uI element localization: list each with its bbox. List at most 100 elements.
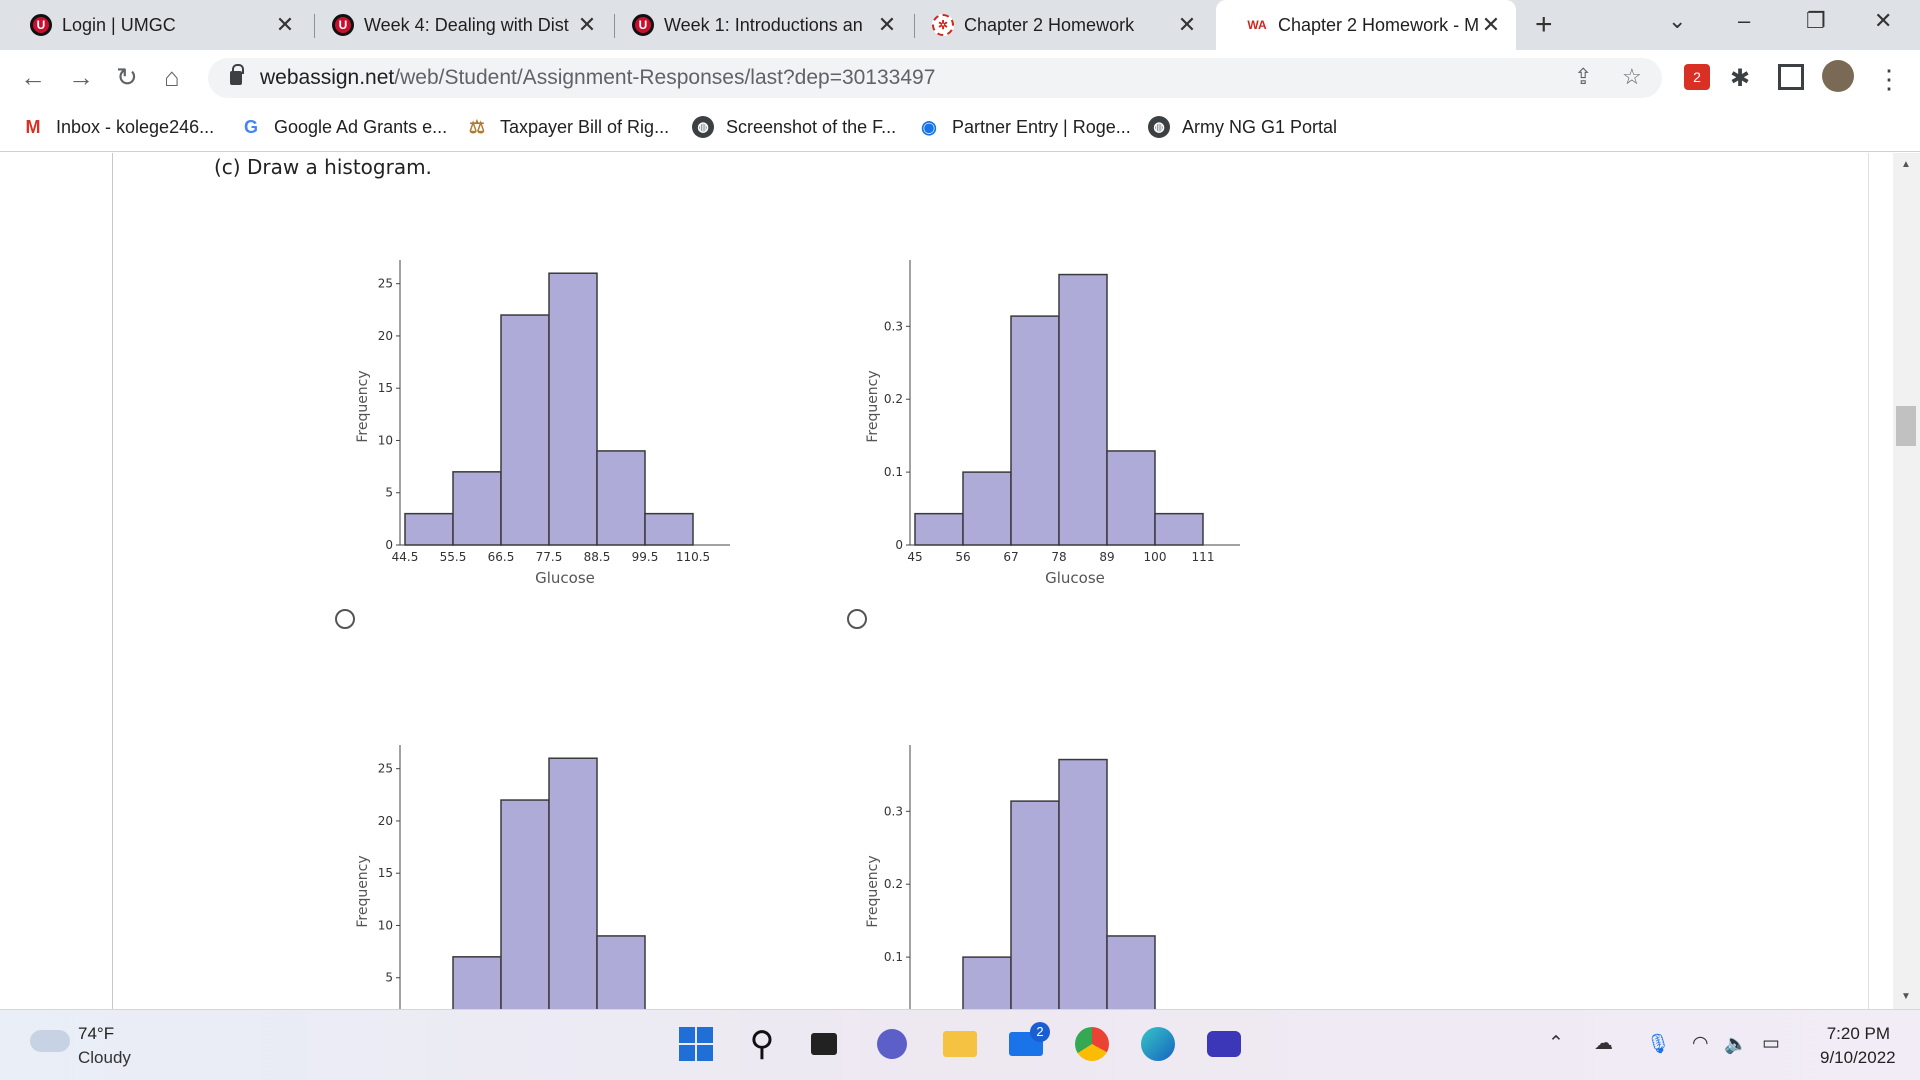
weather-desc[interactable]: Cloudy <box>78 1048 131 1067</box>
search-icon[interactable]: ⚲ <box>749 1025 775 1063</box>
reload-icon[interactable]: ↻ <box>116 62 138 92</box>
globe-icon: ◍ <box>1148 116 1170 138</box>
volume-icon[interactable]: 🔈 <box>1724 1034 1748 1055</box>
app-icon[interactable] <box>1204 1024 1244 1064</box>
microphone-icon[interactable]: 🎙 <box>1646 1034 1671 1055</box>
chrome-icon[interactable] <box>1072 1024 1112 1064</box>
tab-login-umgc[interactable]: U Login | UMGC ✕ <box>0 0 310 50</box>
home-icon[interactable]: ⌂ <box>164 62 180 92</box>
x-axis-label: Glucose <box>535 569 595 587</box>
tab-chapter-2-homework[interactable]: ✲ Chapter 2 Homework ✕ <box>902 0 1212 50</box>
forward-icon[interactable]: → <box>68 62 94 92</box>
menu-icon[interactable]: ⋮ <box>1876 64 1902 94</box>
address-bar[interactable]: webassign.net/web/Student/Assignment-Res… <box>208 58 1662 98</box>
bookmark-army-ng[interactable]: ◍ Army NG G1 Portal <box>1148 116 1337 138</box>
tab-title: Week 4: Dealing with Dist <box>364 14 569 35</box>
lock-icon <box>230 64 244 85</box>
bookmark-star-icon[interactable]: ☆ <box>1622 64 1642 89</box>
browser-toolbar: ← → ↻ ⌂ webassign.net/web/Student/Assign… <box>0 50 1920 106</box>
radio-option-b[interactable] <box>847 609 867 629</box>
y-tick-label: 15 <box>378 866 393 880</box>
new-tab-button[interactable]: + <box>1535 8 1553 41</box>
x-tick-label: 66.5 <box>488 550 515 564</box>
radio-option-a[interactable] <box>335 609 355 629</box>
x-tick-label: 89 <box>1099 550 1114 564</box>
extension-badge-icon[interactable]: 2 <box>1684 64 1710 90</box>
histogram-bar <box>1106 935 1156 1009</box>
chat-icon[interactable] <box>872 1024 912 1064</box>
scrollbar-thumb[interactable] <box>1896 406 1916 446</box>
bookmark-google-ad-grants[interactable]: G Google Ad Grants e... <box>240 116 447 138</box>
taskbar: 74°F Cloudy ⚲ 2 ⌃ ☁ 🎙 ◠ 🔈 ▭ 7:20 PM 9/10… <box>0 1009 1920 1080</box>
y-tick-label: 0 <box>385 538 393 552</box>
scroll-down-icon[interactable]: ▼ <box>1901 991 1911 1002</box>
webassign-icon: WA <box>1247 18 1267 32</box>
cloud-icon[interactable] <box>30 1030 70 1052</box>
wifi-icon[interactable]: ◠ <box>1692 1033 1709 1054</box>
side-panel-icon[interactable] <box>1778 64 1804 90</box>
weather-temp[interactable]: 74°F <box>78 1024 115 1043</box>
tab-search-icon[interactable]: ⌄ <box>1668 8 1687 33</box>
x-tick-label: 99.5 <box>632 550 659 564</box>
histogram-bar <box>1106 450 1156 546</box>
scrollbar[interactable]: ▲ ▼ <box>1893 153 1920 1009</box>
edge-icon[interactable] <box>1138 1024 1178 1064</box>
histogram-bar <box>1058 273 1108 546</box>
minimize-button[interactable]: – <box>1738 8 1751 33</box>
back-icon[interactable]: ← <box>20 62 46 92</box>
x-tick-label: 77.5 <box>536 550 563 564</box>
bookmark-partner-entry[interactable]: ◉ Partner Entry | Roge... <box>918 116 1131 138</box>
clock[interactable]: 7:20 PM 9/10/2022 <box>1820 1022 1896 1070</box>
tab-week-1[interactable]: U Week 1: Introductions an ✕ <box>602 0 912 50</box>
histogram-bar <box>1058 758 1108 1009</box>
close-tab-icon[interactable]: ✕ <box>877 12 897 37</box>
start-icon[interactable] <box>676 1024 716 1064</box>
y-tick-label: 10 <box>378 433 393 447</box>
bookmark-inbox[interactable]: M Inbox - kolege246... <box>22 116 215 138</box>
x-axis-label: Glucose <box>1045 569 1105 587</box>
histogram-bar <box>548 272 598 546</box>
bookmark-taxpayer[interactable]: ⚖ Taxpayer Bill of Rig... <box>466 116 669 138</box>
close-tab-icon[interactable]: ✕ <box>577 12 597 37</box>
tab-title: Chapter 2 Homework - M <box>1278 14 1478 35</box>
tab-chapter-2-homework-active[interactable]: WA Chapter 2 Homework - M ✕ <box>1216 0 1516 50</box>
mail-icon[interactable]: 2 <box>1006 1022 1050 1064</box>
tab-title: Week 1: Introductions an <box>664 14 863 35</box>
tab-week-4[interactable]: U Week 4: Dealing with Dist ✕ <box>302 0 612 50</box>
close-tab-icon[interactable]: ✕ <box>1177 12 1197 37</box>
close-tab-icon[interactable]: ✕ <box>1481 12 1501 37</box>
histogram-bar <box>1010 315 1060 546</box>
scroll-up-icon[interactable]: ▲ <box>1901 159 1911 170</box>
onedrive-icon[interactable]: ☁ <box>1594 1033 1613 1054</box>
task-view-icon[interactable] <box>804 1024 844 1064</box>
profile-avatar[interactable] <box>1822 60 1854 92</box>
file-explorer-icon[interactable] <box>940 1024 980 1064</box>
y-axis-label: Frequency <box>355 855 371 927</box>
histogram-bar <box>1010 800 1060 1009</box>
x-tick-label: 110.5 <box>676 550 710 564</box>
histogram-bar <box>500 799 550 1009</box>
x-tick-label: 45 <box>907 550 922 564</box>
clock-date: 9/10/2022 <box>1820 1048 1896 1067</box>
y-tick-label: 5 <box>385 486 393 500</box>
x-tick-label: 56 <box>955 550 970 564</box>
x-tick-label: 111 <box>1192 550 1215 564</box>
share-icon[interactable]: ⇪ <box>1574 64 1593 89</box>
bookmark-screenshot[interactable]: ◍ Screenshot of the F... <box>692 116 896 138</box>
umgc-icon: U <box>332 14 354 36</box>
tab-title: Chapter 2 Homework <box>964 14 1135 35</box>
histogram-bar <box>596 450 646 546</box>
close-window-button[interactable]: ✕ <box>1874 8 1893 33</box>
extensions-icon[interactable]: ✱ <box>1730 65 1751 92</box>
taxpayer-icon: ⚖ <box>468 116 486 137</box>
close-tab-icon[interactable]: ✕ <box>275 12 295 37</box>
histogram-bar <box>452 471 502 546</box>
y-tick-label: 0.1 <box>884 950 903 964</box>
show-hidden-icons[interactable]: ⌃ <box>1548 1033 1564 1054</box>
restore-button[interactable]: ❐ <box>1806 8 1826 33</box>
url-text: webassign.net/web/Student/Assignment-Res… <box>260 66 936 89</box>
tab-title: Login | UMGC <box>62 14 176 35</box>
battery-icon[interactable]: ▭ <box>1762 1033 1780 1054</box>
x-tick-label: 44.5 <box>392 550 419 564</box>
y-tick-label: 0.3 <box>884 804 903 818</box>
